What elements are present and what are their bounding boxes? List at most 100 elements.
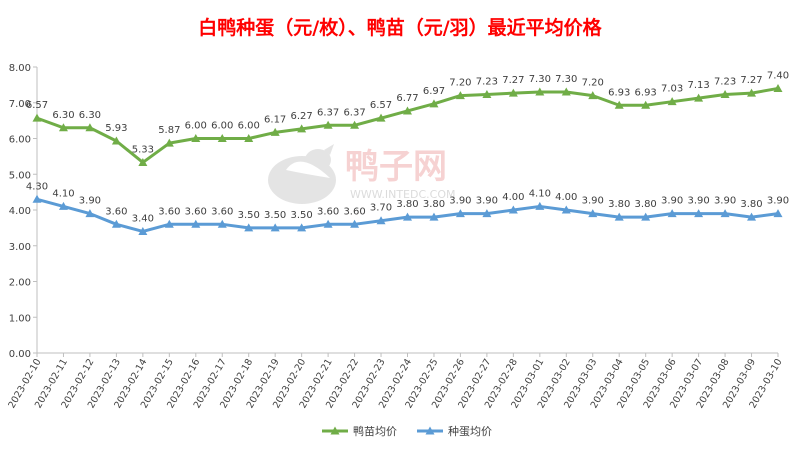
data-point-marker [403, 106, 412, 115]
data-point-marker [217, 219, 227, 228]
data-point-marker [614, 100, 624, 109]
data-label: 3.90 [476, 196, 498, 207]
data-label: 3.90 [767, 196, 789, 207]
data-point-marker [244, 134, 254, 142]
data-label: 6.97 [423, 86, 445, 97]
data-point-marker [350, 219, 360, 228]
data-point-marker [297, 223, 307, 232]
data-point-marker [508, 205, 518, 214]
data-label: 5.93 [105, 123, 127, 134]
data-label: 3.80 [396, 199, 418, 210]
data-label: 3.90 [449, 196, 471, 207]
data-label: 3.60 [343, 206, 365, 217]
data-point-marker [455, 209, 465, 218]
data-point-marker [85, 209, 95, 218]
data-point-marker [138, 157, 148, 166]
y-tick-label: 5.00 [9, 170, 31, 181]
series-2: 4.30 4.10 3.90 3.60 3.40 3.60 3.60 3.60 3.50 3.50… [26, 181, 789, 235]
legend-marker-icon [425, 426, 435, 435]
data-point-marker [561, 205, 571, 214]
y-tick-label: 3.00 [9, 242, 31, 253]
data-label: 3.60 [317, 206, 339, 217]
data-point-marker [297, 124, 307, 133]
data-label: 3.50 [238, 210, 260, 221]
data-point-marker [588, 209, 598, 218]
data-point-marker [111, 219, 121, 228]
data-point-marker [323, 120, 333, 129]
data-label: 4.00 [555, 192, 577, 203]
data-point-marker [138, 226, 148, 235]
data-label: 6.00 [185, 121, 207, 132]
data-point-marker [429, 99, 439, 108]
y-tick-label: 2.00 [9, 278, 31, 289]
duck-logo-icon [268, 144, 336, 204]
data-point-marker [164, 138, 174, 147]
data-point-marker [482, 209, 492, 218]
data-label: 7.03 [661, 84, 683, 95]
data-label: 3.40 [132, 213, 154, 224]
data-point-marker [32, 113, 42, 122]
data-point-marker [667, 97, 677, 106]
data-label: 6.17 [264, 114, 286, 125]
data-label: 6.37 [343, 107, 365, 118]
data-label: 3.50 [264, 210, 286, 221]
data-label: 3.80 [740, 199, 762, 210]
data-label: 5.87 [158, 125, 180, 136]
data-point-marker [85, 123, 95, 132]
data-point-marker [403, 212, 412, 221]
data-label: 6.37 [317, 107, 339, 118]
y-tick-label: 0.00 [9, 349, 31, 360]
data-label: 7.30 [529, 74, 551, 85]
data-point-marker [720, 90, 730, 99]
data-label: 3.60 [185, 206, 207, 217]
data-label: 3.80 [608, 199, 630, 210]
data-point-marker [720, 209, 730, 218]
watermark-logo: 鸭子网 WWW.INTEDC.COM [268, 144, 455, 204]
data-label: 3.60 [211, 206, 233, 217]
data-label: 6.93 [635, 87, 657, 98]
data-point-marker [535, 87, 545, 96]
data-label: 6.27 [291, 111, 313, 122]
data-point-marker [747, 212, 757, 221]
series-1: 6.57 6.30 6.30 5.93 5.33 5.87 6.00 6.00 6.00 6.17… [26, 70, 789, 166]
data-label: 6.93 [608, 87, 630, 98]
data-label: 3.90 [79, 196, 101, 207]
legend-marker-icon [330, 426, 340, 435]
data-label: 5.33 [132, 144, 154, 155]
data-point-marker [429, 212, 439, 221]
data-point-marker [270, 127, 280, 136]
data-label: 3.60 [158, 206, 180, 217]
data-label: 6.00 [238, 121, 260, 132]
data-label: 3.60 [105, 206, 127, 217]
data-label: 4.10 [52, 188, 74, 199]
data-point-marker [323, 219, 333, 228]
data-point-marker [455, 91, 465, 100]
data-label: 4.10 [529, 188, 551, 199]
data-label: 7.13 [687, 80, 709, 91]
legend-item: 鸭苗均价 [322, 425, 397, 438]
data-label: 7.30 [555, 74, 577, 85]
data-point-marker [694, 93, 704, 102]
data-label: 4.30 [26, 181, 48, 192]
data-label: 7.20 [582, 78, 604, 89]
data-label: 4.00 [502, 192, 524, 203]
data-point-marker [561, 87, 571, 96]
y-tick-label: 8.00 [9, 63, 31, 74]
chart-title: 白鸭种蛋（元/枚）、鸭苗（元/羽）最近平均价格 [198, 16, 602, 39]
data-point-marker [164, 219, 174, 228]
data-point-marker [191, 134, 201, 142]
data-point-marker [508, 88, 518, 97]
watermark-url-text: WWW.INTEDC.COM [350, 188, 455, 201]
data-point-marker [614, 212, 624, 221]
data-label: 3.90 [661, 196, 683, 207]
data-label: 7.27 [740, 75, 762, 86]
data-point-marker [32, 194, 42, 203]
legend-label: 鸭苗均价 [353, 425, 397, 438]
data-point-marker [641, 100, 651, 109]
data-point-marker [376, 216, 386, 225]
data-point-marker [270, 223, 280, 232]
data-point-marker [773, 209, 783, 218]
data-label: 6.30 [79, 110, 101, 121]
